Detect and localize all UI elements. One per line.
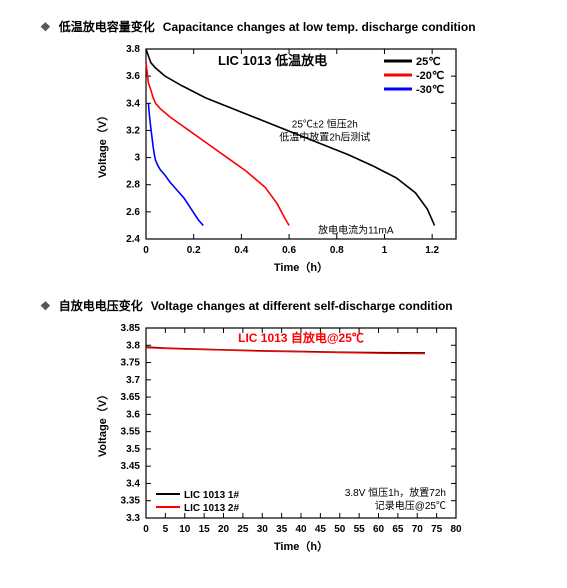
svg-text:3.6: 3.6 — [126, 409, 140, 420]
svg-text:-20℃: -20℃ — [416, 70, 444, 82]
section2-en: Voltage changes at different self-discha… — [151, 299, 453, 313]
svg-text:25℃: 25℃ — [416, 56, 441, 68]
svg-text:5: 5 — [162, 524, 168, 535]
chart2-container: 0 5 10 15 20 25 30 35 40 45 50 55 60 65 70 75 80 3.3 3.35 3… — [40, 322, 527, 562]
svg-text:3.4: 3.4 — [126, 98, 140, 109]
svg-text:3.45: 3.45 — [120, 461, 140, 472]
svg-text:80: 80 — [450, 524, 462, 535]
svg-text:2.4: 2.4 — [126, 234, 140, 245]
svg-text:0.4: 0.4 — [234, 245, 248, 256]
svg-text:75: 75 — [431, 524, 443, 535]
svg-text:65: 65 — [392, 524, 404, 535]
svg-text:3.85: 3.85 — [120, 323, 140, 334]
svg-text:3.4: 3.4 — [126, 478, 140, 489]
svg-text:低温中放置2h后测试: 低温中放置2h后测试 — [279, 131, 370, 144]
svg-text:3.6: 3.6 — [126, 71, 140, 82]
chart1: 0 0.2 0.4 0.6 0.8 1 1.2 2.4 2.6 2.8 3 3.2 3.4 3.6 3.8 T… — [84, 43, 484, 283]
svg-text:0: 0 — [143, 524, 149, 535]
svg-text:55: 55 — [353, 524, 365, 535]
svg-text:15: 15 — [198, 524, 210, 535]
svg-text:LIC 1013 低温放电: LIC 1013 低温放电 — [218, 53, 327, 68]
svg-text:20: 20 — [217, 524, 229, 535]
bullet-icon: ❖ — [40, 20, 51, 34]
svg-text:3.2: 3.2 — [126, 125, 140, 136]
svg-text:70: 70 — [411, 524, 423, 535]
svg-text:10: 10 — [179, 524, 191, 535]
svg-text:3.35: 3.35 — [120, 496, 140, 507]
svg-text:3.65: 3.65 — [120, 392, 140, 403]
bullet-icon: ❖ — [40, 299, 51, 313]
svg-text:LIC 1013 1#: LIC 1013 1# — [184, 490, 239, 501]
svg-text:30: 30 — [256, 524, 268, 535]
svg-text:3.8: 3.8 — [126, 44, 140, 55]
section1-en: Capacitance changes at low temp. dischar… — [163, 20, 476, 34]
svg-text:3.8V 恒压1h，放置72h: 3.8V 恒压1h，放置72h — [344, 486, 445, 499]
svg-text:Time（h）: Time（h） — [273, 540, 327, 553]
svg-text:0.2: 0.2 — [186, 245, 200, 256]
svg-text:25℃±2 恒压2h: 25℃±2 恒压2h — [291, 118, 357, 131]
svg-text:40: 40 — [295, 524, 307, 535]
svg-text:记录电压@25℃: 记录电压@25℃ — [374, 499, 445, 512]
svg-text:Voltage（V）: Voltage（V） — [96, 389, 109, 457]
svg-text:2.8: 2.8 — [126, 180, 140, 191]
svg-text:3.75: 3.75 — [120, 358, 140, 369]
svg-text:1: 1 — [381, 245, 387, 256]
svg-text:3.3: 3.3 — [126, 513, 140, 524]
section1-zh: 低温放电容量变化 — [59, 18, 155, 35]
svg-text:0: 0 — [143, 245, 149, 256]
svg-text:LIC 1013 2#: LIC 1013 2# — [184, 503, 239, 514]
svg-text:3.7: 3.7 — [126, 375, 140, 386]
svg-text:3.5: 3.5 — [126, 444, 140, 455]
svg-text:3.55: 3.55 — [120, 427, 140, 438]
section1-heading: ❖ 低温放电容量变化 Capacitance changes at low te… — [40, 18, 527, 35]
svg-text:3.8: 3.8 — [126, 340, 140, 351]
svg-text:45: 45 — [314, 524, 326, 535]
svg-text:25: 25 — [237, 524, 249, 535]
chart1-container: 0 0.2 0.4 0.6 0.8 1 1.2 2.4 2.6 2.8 3 3.2 3.4 3.6 3.8 T… — [40, 43, 527, 283]
chart2: 0 5 10 15 20 25 30 35 40 45 50 55 60 65 70 75 80 3.3 3.35 3… — [84, 322, 484, 562]
svg-text:0.8: 0.8 — [329, 245, 343, 256]
svg-text:3: 3 — [134, 153, 140, 164]
svg-text:0.6: 0.6 — [282, 245, 296, 256]
svg-text:35: 35 — [276, 524, 288, 535]
svg-text:60: 60 — [372, 524, 384, 535]
svg-text:Time（h）: Time（h） — [273, 261, 327, 274]
svg-text:2.6: 2.6 — [126, 207, 140, 218]
svg-text:1.2: 1.2 — [425, 245, 439, 256]
svg-text:放电电流为11mA: 放电电流为11mA — [318, 224, 394, 237]
section2-heading: ❖ 自放电电压变化 Voltage changes at different s… — [40, 297, 527, 314]
svg-text:50: 50 — [334, 524, 346, 535]
svg-text:-30℃: -30℃ — [416, 84, 444, 96]
svg-text:Voltage（V）: Voltage（V） — [96, 110, 109, 178]
svg-text:LIC 1013 自放电@25℃: LIC 1013 自放电@25℃ — [238, 330, 364, 345]
section2-zh: 自放电电压变化 — [59, 297, 143, 314]
